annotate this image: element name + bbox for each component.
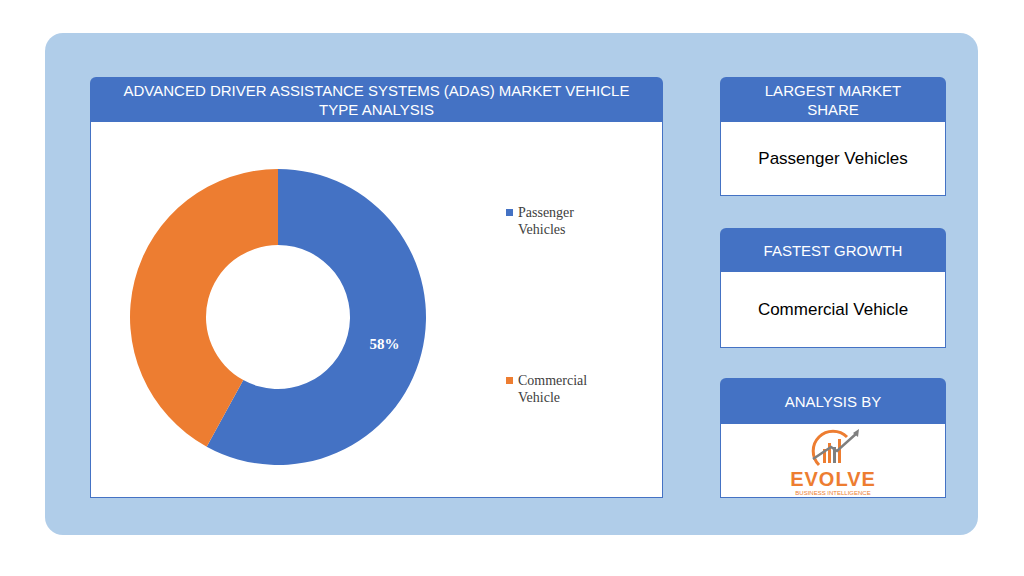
html-text:Commercial Vehicle: Commercial Vehicle: [757, 299, 909, 319]
html-text:ANALYSIS BY: ANALYSIS BY: [784, 392, 882, 410]
html-text:LARGEST MARKET SHARE: LARGEST MARKET SHARE: [764, 81, 902, 118]
html-text:ADVANCED DRIVER ASSISTANCE SYS: ADVANCED DRIVER ASSISTANCE SYSTEMS (ADAS…: [123, 81, 630, 118]
html-text:BUSINESS INTELLIGENCE: BUSINESS INTELLIGENCE: [795, 489, 871, 496]
html-text:Commercial Vehicle: Commercial Vehicle: [518, 373, 588, 405]
html-text:Passenger Vehicles: Passenger Vehicles: [758, 148, 908, 168]
html-text:FASTEST GROWTH: FASTEST GROWTH: [763, 241, 903, 259]
html-text:EVOLVE: EVOLVE: [790, 467, 876, 490]
svg-text:58%: 58%: [370, 336, 400, 352]
html-text:Passenger Vehicles: Passenger Vehicles: [518, 205, 574, 237]
